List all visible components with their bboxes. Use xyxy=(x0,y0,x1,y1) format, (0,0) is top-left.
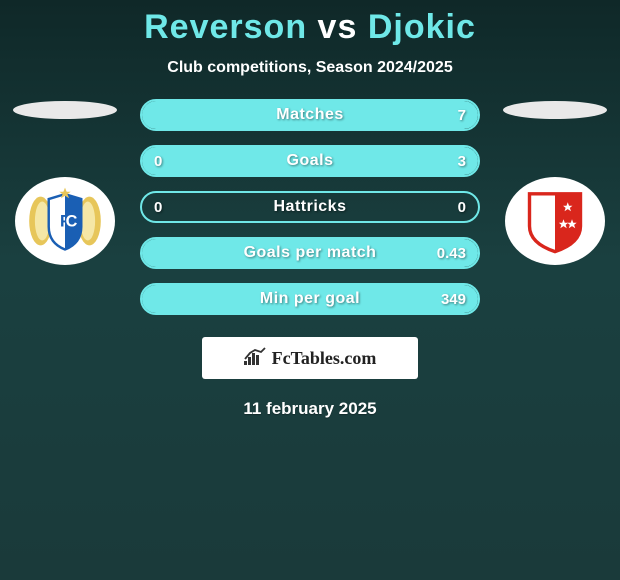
team2-badge xyxy=(505,177,605,265)
stat-row: 0 Goals 3 xyxy=(140,145,480,177)
stat-row: 0 Hattricks 0 xyxy=(140,191,480,223)
stat-label: Hattricks xyxy=(274,198,347,216)
stat-label: Goals per match xyxy=(244,244,377,262)
stat-value-left: 0 xyxy=(154,199,162,216)
stat-value-left: 0 xyxy=(154,153,162,170)
stat-value-right: 3 xyxy=(458,153,466,170)
brand-box[interactable]: FcTables.com xyxy=(202,337,418,379)
player1-name: Reverson xyxy=(144,8,307,46)
stat-label: Goals xyxy=(287,152,334,170)
stats-panel: Matches 7 0 Goals 3 0 Hattricks 0 Goals per matc… xyxy=(140,99,480,315)
stat-value-right: 7 xyxy=(458,107,466,124)
subtitle: Club competitions, Season 2024/2025 xyxy=(0,59,620,77)
player1-photo-placeholder xyxy=(13,101,117,119)
stat-label: Min per goal xyxy=(260,290,360,308)
stat-value-right: 0.43 xyxy=(437,245,466,262)
brand-text: FcTables.com xyxy=(272,348,377,369)
stat-row: Goals per match 0.43 xyxy=(140,237,480,269)
left-side: F C xyxy=(10,99,120,265)
comparison-widget: Reverson vs Djokic Club competitions, Se… xyxy=(0,0,620,419)
stat-label: Matches xyxy=(276,106,344,124)
vs-label: vs xyxy=(318,8,358,46)
svg-text:C: C xyxy=(66,213,78,231)
comparison-columns: F C Matches 7 0 Goals 3 0 Hattricks 0 Goals per … xyxy=(0,99,620,315)
right-side xyxy=(500,99,610,265)
player2-photo-placeholder xyxy=(503,101,607,119)
stat-row: Min per goal 349 xyxy=(140,283,480,315)
brand-icon xyxy=(244,347,266,370)
stat-row: Matches 7 xyxy=(140,99,480,131)
fcz-logo-icon: F C xyxy=(24,186,106,256)
date-text: 11 february 2025 xyxy=(0,399,620,419)
stat-value-right: 0 xyxy=(458,199,466,216)
player2-name: Djokic xyxy=(368,8,476,46)
stat-value-right: 349 xyxy=(441,291,466,308)
team1-badge: F C xyxy=(15,177,115,265)
sion-logo-icon xyxy=(521,187,589,255)
page-title: Reverson vs Djokic xyxy=(0,8,620,47)
